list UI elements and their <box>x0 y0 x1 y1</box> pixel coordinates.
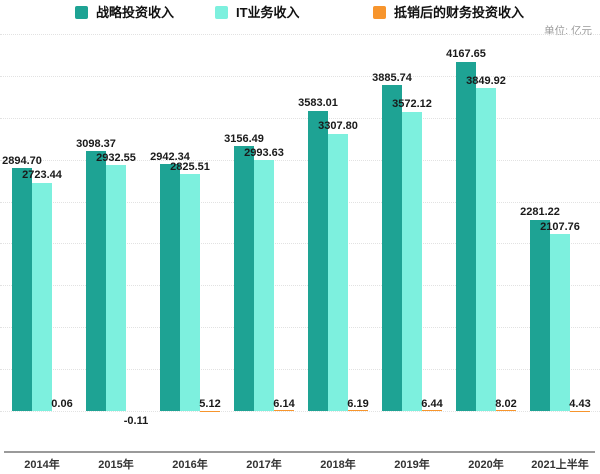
unit-label: 单位: 亿元 <box>544 25 592 37</box>
value-label: 2825.51 <box>170 160 210 173</box>
gridline <box>0 75 600 77</box>
bar-IT业务收入 <box>254 160 274 411</box>
value-label: 2932.55 <box>96 151 136 164</box>
value-label: 6.14 <box>273 397 295 410</box>
bar-抵销后的财务投资收入 <box>274 410 294 411</box>
category-label: 2021上半年 <box>531 459 589 471</box>
value-label: 4167.65 <box>446 48 486 61</box>
gridline <box>0 327 600 329</box>
bar-IT业务收入 <box>32 182 52 411</box>
value-label: 2281.22 <box>520 206 560 219</box>
category-label: 2014年 <box>24 459 60 471</box>
bar-IT业务收入 <box>476 88 496 411</box>
bar-战略投资收入 <box>234 146 254 411</box>
category-label: 2018年 <box>320 459 356 471</box>
gridline <box>0 117 600 119</box>
value-label: 2993.63 <box>244 146 284 159</box>
value-label: 8.02 <box>495 397 517 410</box>
bar-抵销后的财务投资收入 <box>348 410 368 411</box>
value-label: 3583.01 <box>298 97 338 110</box>
legend-item-2[interactable]: IT业务收入 <box>215 5 300 20</box>
value-label: 3849.92 <box>466 74 506 87</box>
value-label: 3098.37 <box>76 137 116 150</box>
category-label: 2019年 <box>394 459 430 471</box>
legend-swatch-icon <box>215 6 228 19</box>
legend-label: IT业务收入 <box>236 5 300 20</box>
value-label: 6.44 <box>421 397 443 410</box>
bar-IT业务收入 <box>180 174 200 411</box>
bar-抵销后的财务投资收入 <box>422 410 442 411</box>
category-label: 2015年 <box>98 459 134 471</box>
bar-IT业务收入 <box>328 133 348 411</box>
bar-抵销后的财务投资收入 <box>496 410 516 411</box>
value-label: 2894.70 <box>2 154 42 167</box>
value-label: 3307.80 <box>318 120 358 133</box>
legend-item-3[interactable]: 抵销后的财务投资收入 <box>373 5 524 20</box>
value-label: 2723.44 <box>22 169 62 182</box>
bar-战略投资收入 <box>456 61 476 411</box>
x-axis-line <box>4 451 595 453</box>
legend-item-1[interactable]: 战略投资收入 <box>75 5 174 20</box>
bar-IT业务收入 <box>550 234 570 411</box>
gridline <box>0 285 600 287</box>
bar-战略投资收入 <box>160 164 180 411</box>
category-label: 2017年 <box>246 459 282 471</box>
bar-IT业务收入 <box>106 165 126 411</box>
category-label: 2016年 <box>172 459 208 471</box>
value-label: 2107.76 <box>540 220 580 233</box>
legend-swatch-icon <box>75 6 88 19</box>
value-label: 2942.34 <box>150 150 190 163</box>
value-label: 6.19 <box>347 397 369 410</box>
value-label: 4.43 <box>569 397 591 410</box>
gridline <box>0 33 600 35</box>
category-label: 2020年 <box>468 459 504 471</box>
gridline <box>0 201 600 203</box>
legend-label: 抵销后的财务投资收入 <box>394 5 525 20</box>
bar-战略投资收入 <box>382 85 402 411</box>
value-label: 0.06 <box>51 397 73 410</box>
gridline <box>0 411 600 412</box>
gridline <box>0 243 600 245</box>
gridline <box>0 369 600 371</box>
value-label: 3572.12 <box>392 98 432 111</box>
bar-战略投资收入 <box>308 110 328 411</box>
value-label: 3156.49 <box>224 132 264 145</box>
value-label: 5.12 <box>199 397 221 410</box>
bar-战略投资收入 <box>12 168 32 411</box>
legend-swatch-icon <box>373 6 386 19</box>
gridline <box>0 159 600 161</box>
bar-战略投资收入 <box>86 151 106 411</box>
bar-IT业务收入 <box>402 111 422 411</box>
bar-战略投资收入 <box>530 219 550 411</box>
legend-label: 战略投资收入 <box>96 5 175 20</box>
value-label: -0.11 <box>123 415 149 427</box>
value-label: 3885.74 <box>372 71 412 84</box>
